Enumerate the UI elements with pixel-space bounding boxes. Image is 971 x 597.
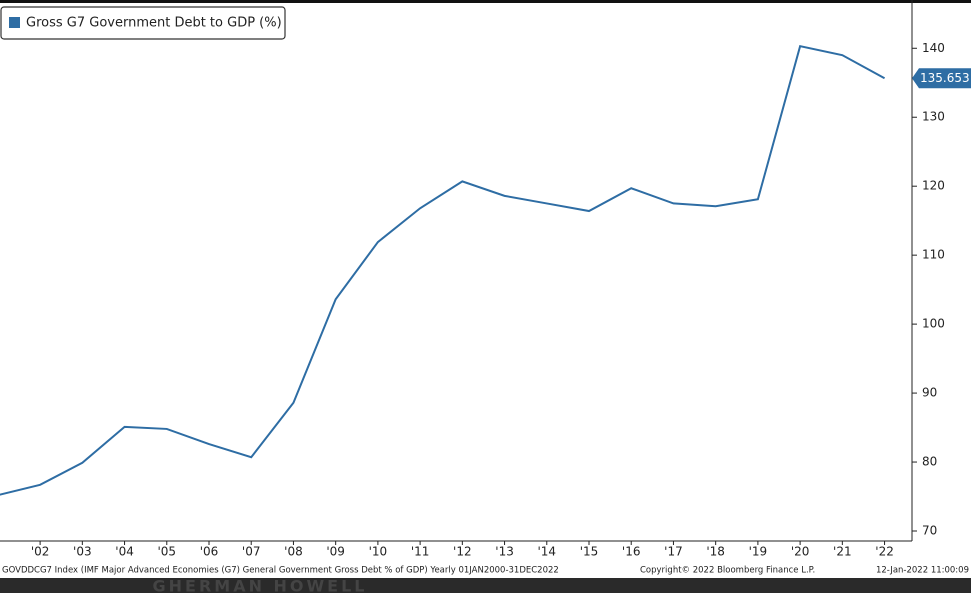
y-tick-label: 80 [922, 455, 937, 469]
y-tick-label: 120 [922, 179, 945, 193]
last-value-label: 135.653 [920, 71, 970, 85]
y-tick-label: 110 [922, 248, 945, 262]
x-tick-label: '19 [749, 545, 768, 559]
x-tick-label: '12 [453, 545, 472, 559]
footer-source: GOVDDCG7 Index (IMF Major Advanced Econo… [2, 566, 559, 576]
x-tick-label: '18 [706, 545, 725, 559]
legend-swatch [9, 17, 20, 28]
watermark: GHERMAN HOWELL [153, 577, 368, 594]
y-tick-label: 130 [922, 110, 945, 124]
x-tick-label: '09 [326, 545, 345, 559]
legend-label: Gross G7 Government Debt to GDP (%) [26, 16, 282, 31]
x-tick-label: '13 [495, 545, 514, 559]
x-tick-label: '08 [284, 545, 303, 559]
x-tick-label: '03 [73, 545, 92, 559]
y-tick-label: 140 [922, 41, 945, 55]
x-tick-label: '06 [200, 545, 219, 559]
footer-timestamp: 12-Jan-2022 11:00:09 [876, 566, 969, 576]
x-tick-label: '17 [664, 545, 683, 559]
y-tick-label: 90 [922, 386, 937, 400]
y-tick-label: 100 [922, 317, 945, 331]
x-tick-label: '21 [833, 545, 852, 559]
bottom-strip [0, 578, 971, 593]
y-tick-label: 70 [922, 524, 937, 538]
x-tick-label: '16 [622, 545, 641, 559]
footer-copyright: Copyright© 2022 Bloomberg Finance L.P. [640, 566, 815, 576]
top-border [0, 0, 971, 3]
x-tick-label: '20 [791, 545, 810, 559]
last-value-tag [912, 68, 971, 89]
series-line [0, 45, 886, 496]
x-tick-label: '10 [369, 545, 388, 559]
x-tick-label: '04 [115, 545, 134, 559]
x-tick-label: '15 [580, 545, 599, 559]
x-tick-label: '05 [157, 545, 176, 559]
x-tick-label: '02 [31, 545, 50, 559]
x-tick-label: '07 [242, 545, 261, 559]
legend-box [0, 6, 286, 40]
x-tick-label: '22 [875, 545, 894, 559]
x-tick-label: '11 [411, 545, 430, 559]
x-tick-label: '14 [537, 545, 556, 559]
